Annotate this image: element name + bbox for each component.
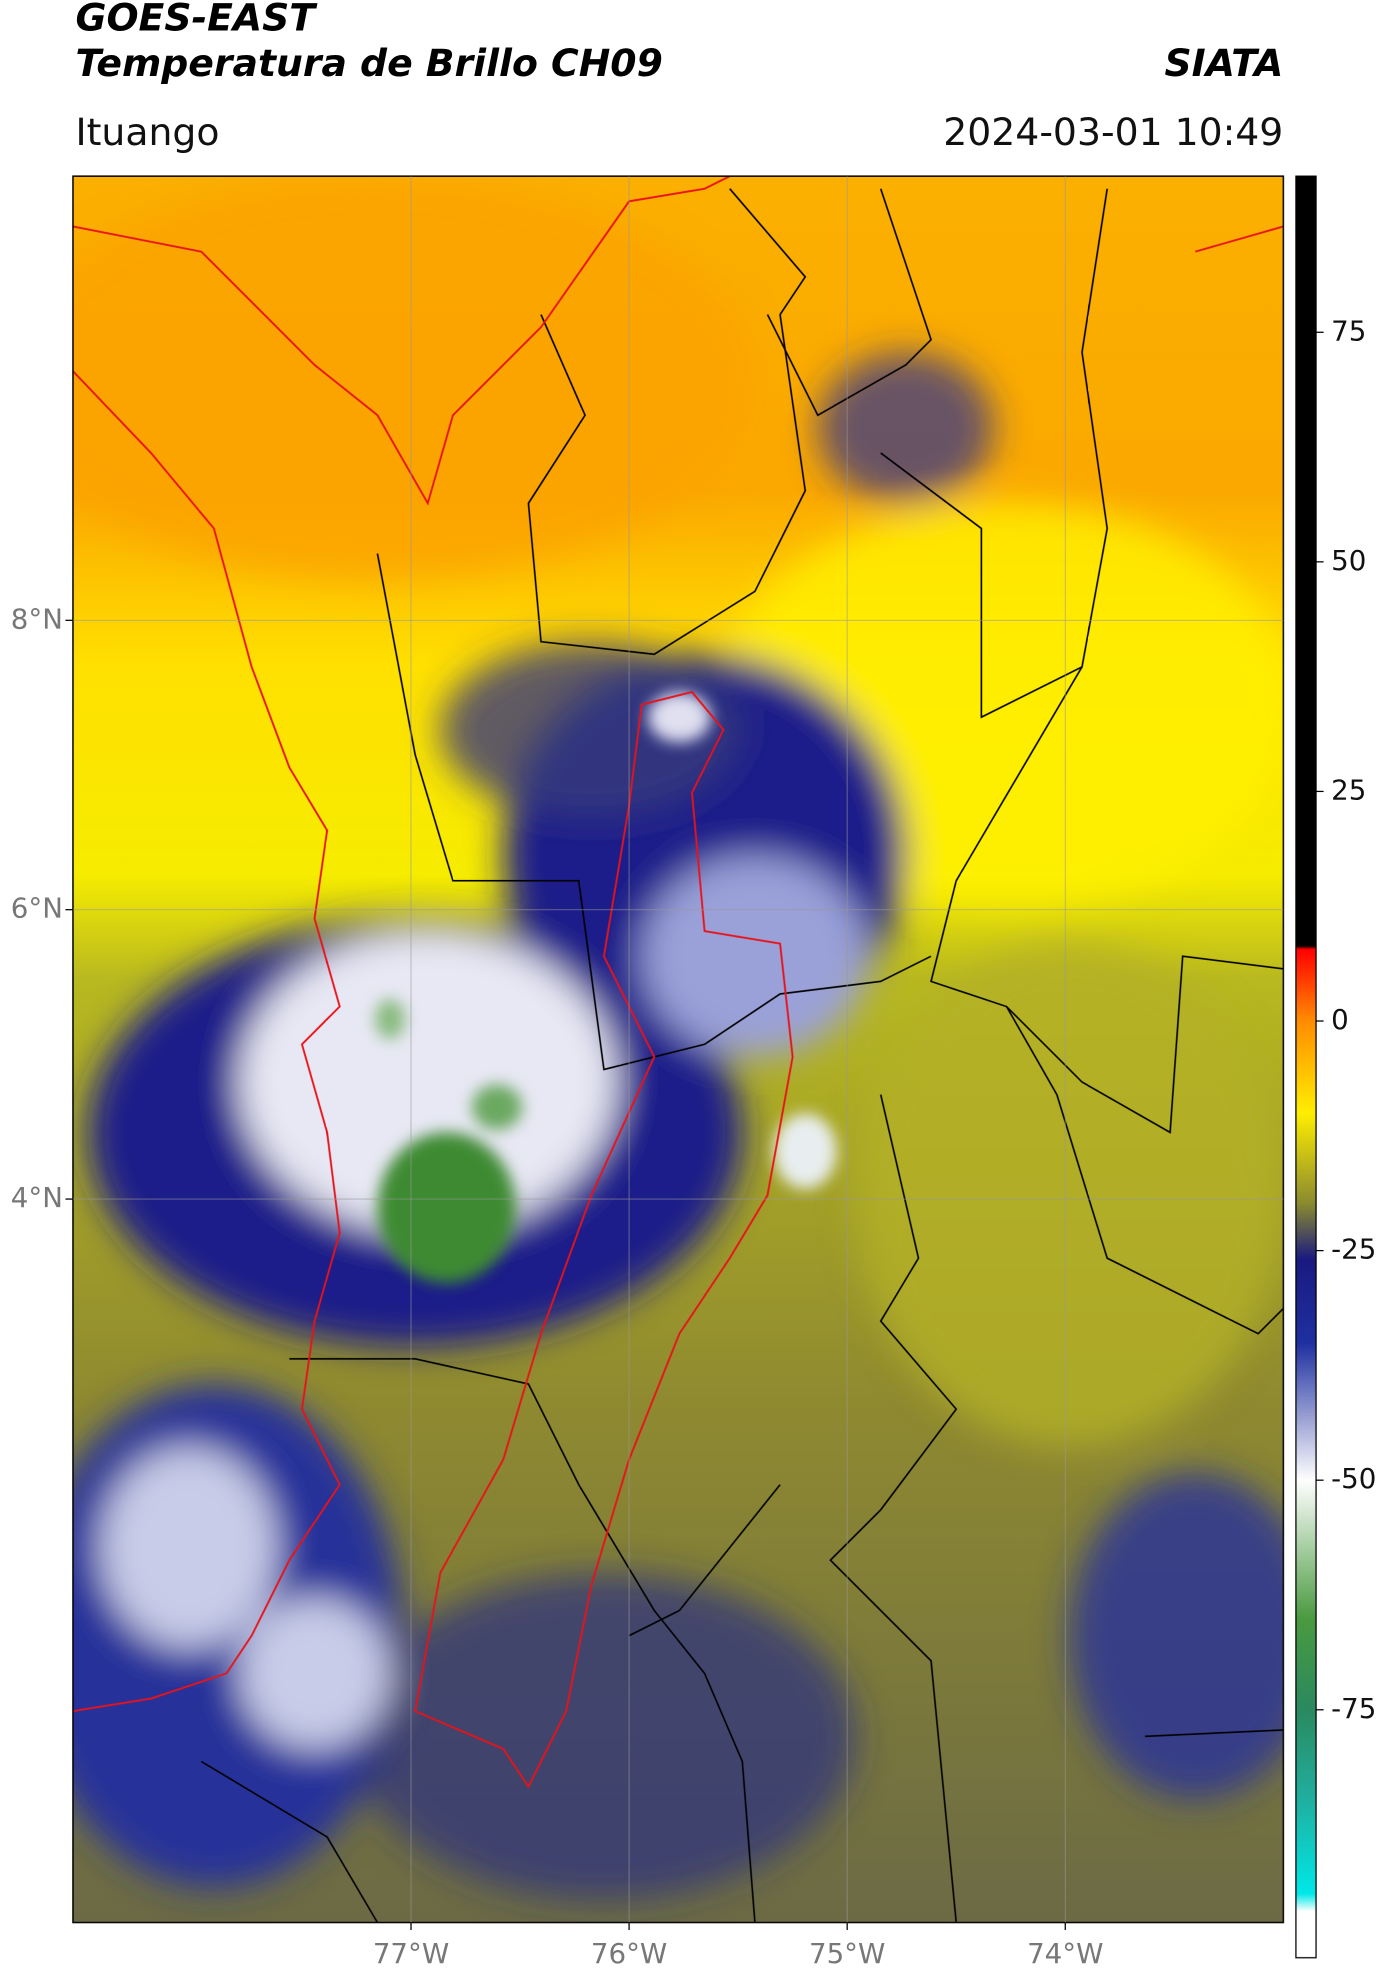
colorbar [1295,175,1317,1959]
title: GOES-EAST [75,0,318,40]
organization: SIATA [1165,41,1284,85]
satellite-image [72,176,1284,1923]
x-tick-label: 77°W [373,1937,449,1970]
y-tick-label: 8°N [11,602,63,635]
datetime: 2024-03-01 10:49 [943,110,1283,154]
colorbar-tick-label: 0 [1331,1003,1349,1036]
colorbar-tick-label: 75 [1331,314,1366,347]
y-tick-label: 6°N [11,892,63,925]
location: Ituango [75,110,219,154]
colorbar-tick-label: -50 [1331,1462,1376,1495]
subtitle: Temperatura de Brillo CH09 [75,41,662,85]
colorbar-tick-label: -25 [1331,1233,1376,1266]
map-frame [72,175,1285,1924]
x-tick-label: 76°W [591,1937,667,1970]
x-tick-label: 75°W [809,1937,885,1970]
x-tick-label: 74°W [1027,1937,1103,1970]
y-tick-label: 4°N [11,1181,63,1214]
colorbar-tick-label: 25 [1331,773,1366,806]
colorbar-tick-label: -75 [1331,1692,1376,1725]
colorbar-tick-label: 50 [1331,544,1366,577]
